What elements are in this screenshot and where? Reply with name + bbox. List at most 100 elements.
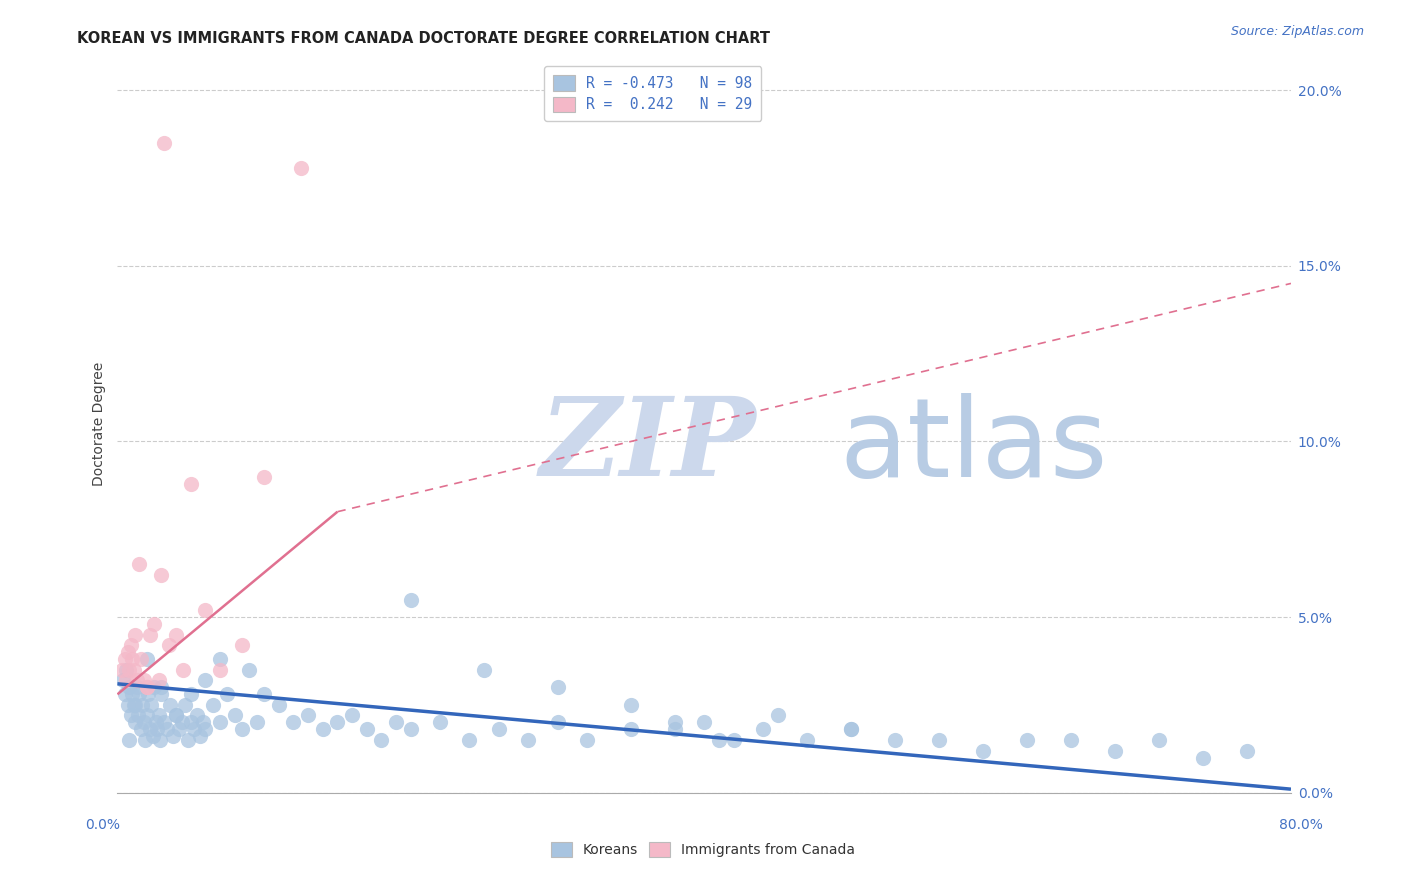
Point (1236, 743, 1258, 757)
Point (370, 733, 392, 747)
Point (267, 698, 290, 712)
Point (127, 708, 149, 723)
Point (1060, 733, 1083, 747)
Point (122, 663, 145, 677)
Point (128, 687, 150, 701)
Point (153, 715, 176, 730)
Point (149, 733, 172, 747)
Point (135, 681, 157, 695)
Point (150, 568, 173, 582)
Point (283, 715, 305, 730)
Point (752, 723, 775, 737)
Point (1192, 750, 1215, 764)
Point (129, 723, 152, 737)
Point (238, 663, 260, 677)
Point (165, 708, 187, 723)
Point (547, 715, 569, 730)
Text: KOREAN VS IMMIGRANTS FROM CANADA DOCTORATE DEGREE CORRELATION CHART: KOREAN VS IMMIGRANTS FROM CANADA DOCTORA… (77, 31, 770, 46)
Point (172, 663, 194, 677)
Point (883, 733, 905, 747)
Point (620, 723, 643, 737)
Point (157, 638, 180, 652)
Point (188, 730, 211, 744)
Point (120, 638, 142, 652)
Point (162, 730, 184, 744)
Point (115, 673, 138, 688)
Point (180, 476, 202, 491)
Point (129, 652, 152, 666)
Y-axis label: Doctorate Degree: Doctorate Degree (93, 362, 107, 486)
Point (112, 673, 135, 688)
Point (114, 687, 136, 701)
Point (124, 627, 146, 641)
Point (1104, 743, 1126, 757)
Point (399, 723, 422, 737)
Text: Source: ZipAtlas.com: Source: ZipAtlas.com (1230, 25, 1364, 38)
Point (191, 715, 214, 730)
Point (297, 708, 319, 723)
Point (141, 698, 163, 712)
Point (707, 733, 730, 747)
Point (201, 698, 224, 712)
Point (125, 681, 148, 695)
Point (1147, 733, 1170, 747)
Point (138, 627, 160, 641)
Point (128, 558, 150, 572)
Point (231, 638, 253, 652)
Point (142, 730, 165, 744)
Point (458, 733, 481, 747)
Point (180, 715, 202, 730)
Point (165, 708, 187, 723)
Point (118, 681, 141, 695)
Point (356, 723, 378, 737)
Point (488, 723, 510, 737)
Point (231, 723, 253, 737)
Point (194, 723, 217, 737)
Point (209, 652, 232, 666)
Point (135, 708, 157, 723)
Point (547, 681, 569, 695)
Point (150, 687, 173, 701)
Point (693, 715, 716, 730)
Point (290, 161, 312, 175)
Point (167, 723, 190, 737)
Point (839, 723, 862, 737)
Point (115, 663, 138, 677)
Point (186, 708, 208, 723)
Point (132, 673, 155, 688)
Legend: R = -0.473   N = 98, R =  0.242   N = 29: R = -0.473 N = 98, R = 0.242 N = 29 (544, 66, 762, 121)
Point (385, 715, 408, 730)
Point (183, 723, 205, 737)
Point (177, 733, 200, 747)
Point (796, 733, 818, 747)
Point (170, 715, 193, 730)
Point (145, 715, 167, 730)
Point (174, 698, 197, 712)
Point (153, 136, 176, 150)
Point (664, 715, 686, 730)
Point (165, 627, 187, 641)
Point (224, 708, 246, 723)
Point (209, 663, 232, 677)
Point (124, 715, 146, 730)
Point (312, 723, 335, 737)
Point (125, 673, 148, 688)
Point (135, 652, 157, 666)
Point (1015, 733, 1038, 747)
Text: ZIP: ZIP (540, 392, 756, 500)
Legend: Koreans, Immigrants from Canada: Koreans, Immigrants from Canada (546, 837, 860, 863)
Point (150, 681, 173, 695)
Point (246, 715, 269, 730)
Point (194, 673, 217, 688)
Point (723, 733, 745, 747)
Point (399, 592, 422, 607)
Point (209, 715, 232, 730)
Point (253, 687, 276, 701)
Point (180, 687, 202, 701)
Point (117, 645, 139, 659)
Point (138, 723, 160, 737)
Point (143, 617, 166, 632)
Point (114, 652, 136, 666)
Point (148, 673, 170, 688)
Point (121, 652, 143, 666)
